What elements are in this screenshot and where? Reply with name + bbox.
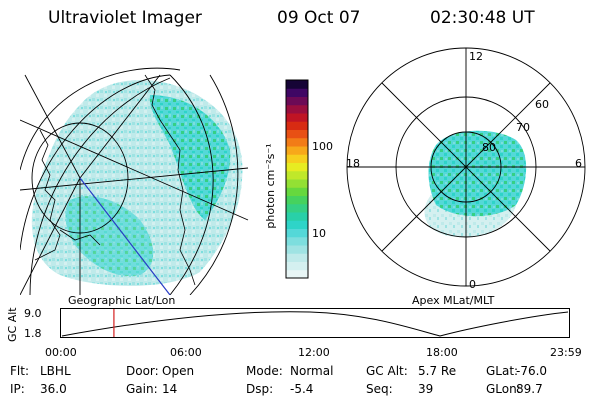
status-key: Gain: [126,382,158,396]
colorbar-cell [286,121,308,130]
colorbar-cell [286,137,308,147]
colorbar-cell [286,80,308,89]
colorbar-cell [286,203,308,213]
status-value: 14 [162,382,178,396]
time-tick-0000: 00:00 [45,346,77,359]
status-value: LBHL [40,364,71,378]
mlt-label-18: 18 [346,157,360,170]
altitude-tick-top: 9.0 [24,307,42,320]
mlat-label-80: 80 [482,141,496,154]
mlt-label-0: 0 [469,278,476,291]
status-key: Seq: [366,382,393,396]
geographic-panel-label: Geographic Lat/Lon [68,294,176,307]
colorbar-cell [286,129,308,139]
colorbar-cell [286,170,308,180]
mlt-label-12: 12 [469,50,483,63]
colorbar-cell [286,104,308,114]
colorbar-label: photon cm⁻²s⁻¹ [264,143,277,228]
apex-polar-grid [346,47,586,287]
colorbar-cell [286,236,308,246]
colorbar-cell [286,269,308,279]
colorbar-cell [286,261,308,271]
mlt-label-6: 6 [575,157,582,170]
colorbar-cell [286,253,308,262]
status-value: 39 [418,382,434,396]
status-key: GLon: [486,382,521,396]
terminator-line [79,177,171,295]
colorbar-cell [286,96,308,106]
colorbar-cell [286,113,308,122]
colorbar-cell [286,88,308,97]
altitude-curve [61,311,569,337]
status-value: Normal [290,364,334,378]
colorbar-tick-100: 100 [312,140,333,153]
apex-polar-panel: 12 18 6 0 60 70 80 [346,47,586,291]
status-key: Mode: [246,364,283,378]
colorbar-cell [286,154,308,163]
colorbar-tick-10: 10 [312,227,326,240]
status-key: IP: [10,382,25,396]
coastline-outline [34,74,196,286]
time-tick-2359: 23:59 [550,346,582,359]
colorbar-cell [286,228,308,238]
status-value: 5.7 Re [418,364,457,378]
mlat-label-70: 70 [516,121,530,134]
altitude-tick-bottom: 1.8 [24,327,42,340]
time-tick-1800: 18:00 [426,346,458,359]
status-key: Door: [126,364,159,378]
image-date: 09 Oct 07 [277,8,361,28]
status-key: Dsp: [246,382,274,396]
colorbar-scale [286,80,308,279]
colorbar-cell [286,220,308,229]
status-value: Open [162,364,195,378]
status-value: -76.0 [516,364,548,378]
colorbar-cell [286,146,308,155]
status-key: Flt: [10,364,29,378]
geographic-image-panel [20,67,249,295]
colorbar: photon cm⁻²s⁻¹ [264,79,309,279]
apex-emission-oval [428,130,527,217]
status-value: 36.0 [40,382,67,396]
altitude-axis-label: GC Alt [6,307,19,342]
colorbar-cell [286,179,308,188]
status-key: GLat: [486,364,519,378]
status-value: -5.4 [290,382,314,396]
altitude-timeline [60,308,570,338]
colorbar-cell [286,187,308,196]
auroral-emission-patch [65,196,154,276]
colorbar-cell [286,162,308,172]
colorbar-cell [286,212,308,221]
colorbar-cell [286,245,308,254]
time-tick-0600: 06:00 [170,346,202,359]
mlat-label-60: 60 [535,98,549,111]
time-tick-1200: 12:00 [298,346,330,359]
apex-panel-label: Apex MLat/MLT [412,294,495,307]
colorbar-cell [286,195,308,205]
status-key: GC Alt: [366,364,408,378]
auroral-emission-bright [149,95,231,220]
image-title: Ultraviolet Imager [48,8,202,28]
image-time: 02:30:48 UT [430,8,535,28]
status-value: 89.7 [516,382,543,396]
